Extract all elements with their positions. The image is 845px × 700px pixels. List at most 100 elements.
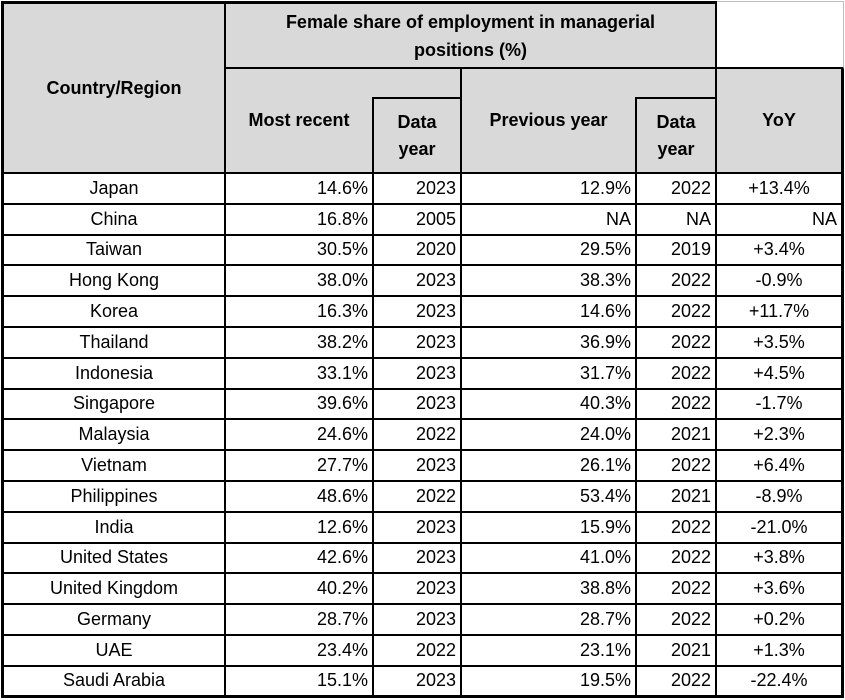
table-row: India 12.6% 2023 15.9% 2022 -21.0% bbox=[1, 512, 844, 544]
cell-country: Singapore bbox=[1, 389, 226, 421]
cell-country: Hong Kong bbox=[1, 266, 226, 298]
table-row: Saudi Arabia 15.1% 2023 19.5% 2022 -22.4% bbox=[1, 666, 844, 698]
cell-yoy: +4.5% bbox=[717, 358, 844, 390]
cell-previous-year: 26.1% bbox=[462, 451, 637, 482]
cell-data-year: 2023 bbox=[374, 174, 462, 205]
cell-country: Vietnam bbox=[1, 451, 226, 482]
cell-most-recent: 16.3% bbox=[226, 297, 374, 328]
cell-yoy: -22.4% bbox=[717, 666, 844, 698]
cell-prev-data-year: 2022 bbox=[637, 358, 717, 390]
cell-most-recent: 24.6% bbox=[226, 420, 374, 452]
cell-country: Germany bbox=[1, 605, 226, 636]
cell-yoy: +6.4% bbox=[717, 451, 844, 482]
header-country-region: Country/Region bbox=[1, 1, 226, 174]
cell-country: Taiwan bbox=[1, 235, 226, 267]
cell-prev-data-year: 2022 bbox=[637, 605, 717, 636]
cell-previous-year: 12.9% bbox=[462, 174, 637, 205]
cell-data-year: 2005 bbox=[374, 204, 462, 236]
table-row: Japan 14.6% 2023 12.9% 2022 +13.4% bbox=[1, 174, 844, 205]
cell-previous-year: 29.5% bbox=[462, 235, 637, 267]
cell-most-recent: 23.4% bbox=[226, 635, 374, 667]
header-row-1: Country/Region Female share of employmen… bbox=[1, 1, 844, 174]
cell-most-recent: 15.1% bbox=[226, 666, 374, 698]
header-row-2: Most recent Data year Previous year Data… bbox=[1, 69, 844, 174]
cell-data-year: 2023 bbox=[374, 574, 462, 606]
cell-prev-data-year: 2022 bbox=[637, 297, 717, 328]
cell-yoy: +3.5% bbox=[717, 327, 844, 359]
cell-prev-data-year: 2021 bbox=[637, 635, 717, 667]
cell-data-year: 2023 bbox=[374, 451, 462, 482]
cell-prev-data-year: 2022 bbox=[637, 451, 717, 482]
cell-country: Japan bbox=[1, 174, 226, 205]
table-row: Hong Kong 38.0% 2023 38.3% 2022 -0.9% bbox=[1, 266, 844, 298]
cell-yoy: +2.3% bbox=[717, 420, 844, 452]
cell-prev-data-year: 2019 bbox=[637, 235, 717, 267]
table-row: Korea 16.3% 2023 14.6% 2022 +11.7% bbox=[1, 297, 844, 328]
header-most-recent-group: Most recent Data year bbox=[226, 69, 462, 174]
cell-country: Thailand bbox=[1, 327, 226, 359]
cell-prev-data-year: NA bbox=[637, 204, 717, 236]
cell-data-year: 2023 bbox=[374, 358, 462, 390]
cell-yoy: +1.3% bbox=[717, 635, 844, 667]
header-most-recent: Most recent bbox=[248, 110, 350, 130]
cell-yoy: +13.4% bbox=[717, 174, 844, 205]
table-row: Vietnam 27.7% 2023 26.1% 2022 +6.4% bbox=[1, 451, 844, 482]
cell-most-recent: 33.1% bbox=[226, 358, 374, 390]
cell-most-recent: 38.2% bbox=[226, 327, 374, 359]
cell-yoy: -1.7% bbox=[717, 389, 844, 421]
cell-prev-data-year: 2022 bbox=[637, 266, 717, 298]
table-body: Japan 14.6% 2023 12.9% 2022 +13.4% China 16.8% 2… bbox=[1, 174, 844, 698]
cell-previous-year: 38.8% bbox=[462, 574, 637, 606]
cell-prev-data-year: 2021 bbox=[637, 420, 717, 452]
cell-most-recent: 16.8% bbox=[226, 204, 374, 236]
cell-most-recent: 42.6% bbox=[226, 543, 374, 575]
cell-data-year: 2023 bbox=[374, 543, 462, 575]
cell-most-recent: 28.7% bbox=[226, 605, 374, 636]
table-row: Malaysia 24.6% 2022 24.0% 2021 +2.3% bbox=[1, 420, 844, 452]
cell-most-recent: 48.6% bbox=[226, 481, 374, 513]
cell-yoy: +3.8% bbox=[717, 543, 844, 575]
cell-previous-year: 19.5% bbox=[462, 666, 637, 698]
cell-prev-data-year: 2022 bbox=[637, 574, 717, 606]
cell-yoy: NA bbox=[717, 204, 844, 236]
table-row: Germany 28.7% 2023 28.7% 2022 +0.2% bbox=[1, 605, 844, 636]
cell-most-recent: 30.5% bbox=[226, 235, 374, 267]
cell-prev-data-year: 2022 bbox=[637, 389, 717, 421]
cell-prev-data-year: 2022 bbox=[637, 327, 717, 359]
table-row: Taiwan 30.5% 2020 29.5% 2019 +3.4% bbox=[1, 235, 844, 267]
cell-most-recent: 27.7% bbox=[226, 451, 374, 482]
cell-yoy: +3.6% bbox=[717, 574, 844, 606]
cell-prev-data-year: 2022 bbox=[637, 512, 717, 544]
cell-yoy: +3.4% bbox=[717, 235, 844, 267]
cell-data-year: 2022 bbox=[374, 635, 462, 667]
cell-prev-data-year: 2022 bbox=[637, 543, 717, 575]
header-yoy: YoY bbox=[717, 69, 844, 174]
header-group-title: Female share of employment in managerial… bbox=[226, 1, 717, 69]
cell-country: Indonesia bbox=[1, 358, 226, 390]
cell-previous-year: NA bbox=[462, 204, 637, 236]
cell-previous-year: 40.3% bbox=[462, 389, 637, 421]
cell-data-year: 2023 bbox=[374, 512, 462, 544]
cell-yoy: +11.7% bbox=[717, 297, 844, 328]
cell-yoy: -21.0% bbox=[717, 512, 844, 544]
cell-previous-year: 53.4% bbox=[462, 481, 637, 513]
cell-previous-year: 31.7% bbox=[462, 358, 637, 390]
cell-most-recent: 40.2% bbox=[226, 574, 374, 606]
cell-previous-year: 38.3% bbox=[462, 266, 637, 298]
cell-yoy: -0.9% bbox=[717, 266, 844, 298]
table-row: Philippines 48.6% 2022 53.4% 2021 -8.9% bbox=[1, 481, 844, 513]
cell-country: Philippines bbox=[1, 481, 226, 513]
cell-data-year: 2022 bbox=[374, 420, 462, 452]
cell-country: Malaysia bbox=[1, 420, 226, 452]
cell-previous-year: 36.9% bbox=[462, 327, 637, 359]
table-row: Singapore 39.6% 2023 40.3% 2022 -1.7% bbox=[1, 389, 844, 421]
cell-most-recent: 12.6% bbox=[226, 512, 374, 544]
table-row: China 16.8% 2005 NA NA NA bbox=[1, 204, 844, 236]
table-row: Thailand 38.2% 2023 36.9% 2022 +3.5% bbox=[1, 327, 844, 359]
cell-previous-year: 24.0% bbox=[462, 420, 637, 452]
cell-data-year: 2020 bbox=[374, 235, 462, 267]
table-row: United Kingdom 40.2% 2023 38.8% 2022 +3.6% bbox=[1, 574, 844, 606]
cell-data-year: 2023 bbox=[374, 297, 462, 328]
cell-country: China bbox=[1, 204, 226, 236]
cell-country: United Kingdom bbox=[1, 574, 226, 606]
